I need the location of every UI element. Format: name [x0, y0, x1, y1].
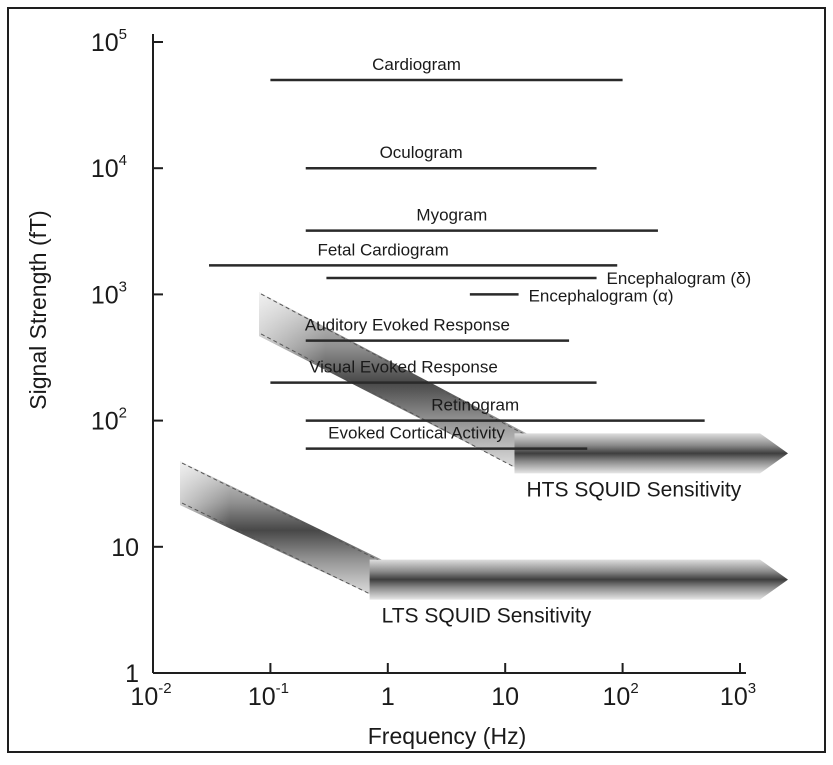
lts-squid-sensitivity-arrow [369, 559, 788, 600]
encephalogram-delta-label: Encephalogram (δ) [607, 269, 752, 288]
x-tick-label: 102 [603, 680, 639, 711]
lts-squid-sensitivity-band [180, 461, 788, 600]
lts-squid-sensitivity-lower-edge [181, 502, 380, 600]
hts-squid-sensitivity-upper-edge [260, 293, 525, 435]
lts-squid-sensitivity-diagonal-fade [180, 461, 382, 600]
x-tick-label: 10-2 [130, 680, 171, 711]
x-tick-label: 10 [491, 683, 519, 711]
hts-squid-sensitivity-arrow [514, 433, 788, 474]
y-tick-label: 102 [91, 405, 127, 436]
visual-evoked-response-label: Visual Evoked Response [309, 358, 498, 377]
y-tick-label: 10 [111, 534, 139, 562]
evoked-cortical-activity-label: Evoked Cortical Activity [328, 424, 505, 443]
y-tick-label: 1 [125, 660, 139, 688]
myogram-label: Myogram [416, 206, 487, 225]
x-tick-label: 1 [381, 683, 395, 711]
x-tick-label: 10-1 [248, 680, 289, 711]
fetal-cardiogram-label: Fetal Cardiogram [317, 240, 448, 259]
retinogram-label: Retinogram [431, 396, 519, 415]
cardiogram-label: Cardiogram [372, 55, 461, 74]
y-tick-label: 103 [91, 278, 127, 309]
hts-squid-sensitivity-label: HTS SQUID Sensitivity [526, 478, 741, 501]
plot-border [7, 7, 826, 753]
encephalogram-alpha-label: Encephalogram (α) [529, 286, 674, 305]
x-axis-label: Frequency (Hz) [368, 723, 526, 749]
y-tick-label: 105 [91, 26, 127, 57]
y-tick-label: 104 [91, 152, 127, 183]
x-tick-label: 103 [720, 680, 756, 711]
lts-squid-sensitivity-upper-edge [181, 462, 380, 562]
auditory-evoked-response-label: Auditory Evoked Response [305, 316, 510, 335]
lts-squid-sensitivity-label: LTS SQUID Sensitivity [382, 605, 592, 628]
y-axis-label: Signal Strength (fT) [25, 210, 51, 409]
oculogram-label: Oculogram [380, 143, 463, 162]
